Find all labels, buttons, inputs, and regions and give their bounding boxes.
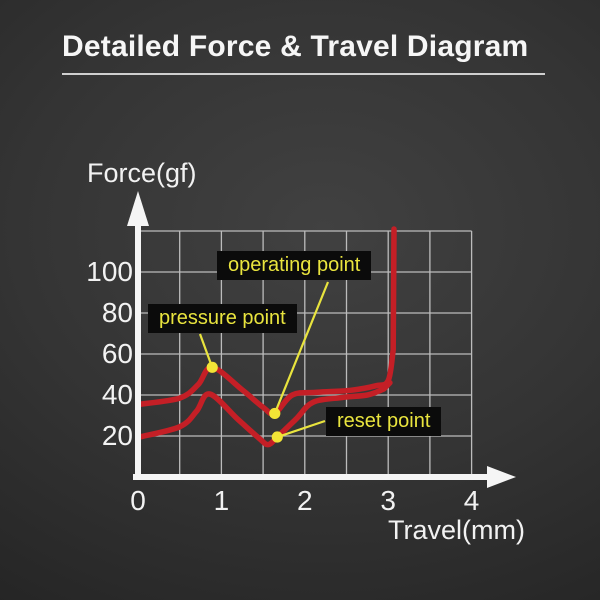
reset-connector-line: [276, 419, 326, 439]
x-tick-label-2: 2: [297, 485, 313, 516]
y-axis-title: Force(gf): [87, 158, 197, 188]
x-axis-arrow: [487, 466, 516, 488]
y-tick-label-100: 100: [86, 256, 133, 287]
operating-point-marker: [269, 407, 281, 420]
y-tick-label-60: 60: [101, 338, 133, 369]
pressure-point-marker: [206, 361, 218, 373]
release-stroke-curve: [136, 379, 393, 448]
page-title: Detailed Force & Travel Diagram: [62, 30, 529, 63]
reset-point-marker: [271, 431, 283, 443]
pressure-connector-line: [198, 333, 214, 368]
y-tick-label-40: 40: [101, 379, 133, 410]
y-axis-arrow: [127, 191, 149, 226]
x-tick-label-0: 0: [130, 485, 146, 516]
x-tick-label-4: 4: [463, 485, 480, 516]
y-tick-label-20: 20: [101, 420, 133, 451]
title-underline: [62, 73, 545, 75]
reset-point-callout: reset point: [326, 407, 442, 436]
x-tick-label-1: 1: [213, 485, 230, 516]
y-tick-label-80: 80: [101, 297, 133, 328]
x-tick-label-3: 3: [380, 485, 396, 516]
x-axis-title: Travel(mm): [388, 515, 525, 545]
pressure-point-callout: pressure point: [148, 304, 297, 333]
operating-connector-line: [273, 281, 330, 414]
operating-point-callout: operating point: [217, 251, 372, 280]
